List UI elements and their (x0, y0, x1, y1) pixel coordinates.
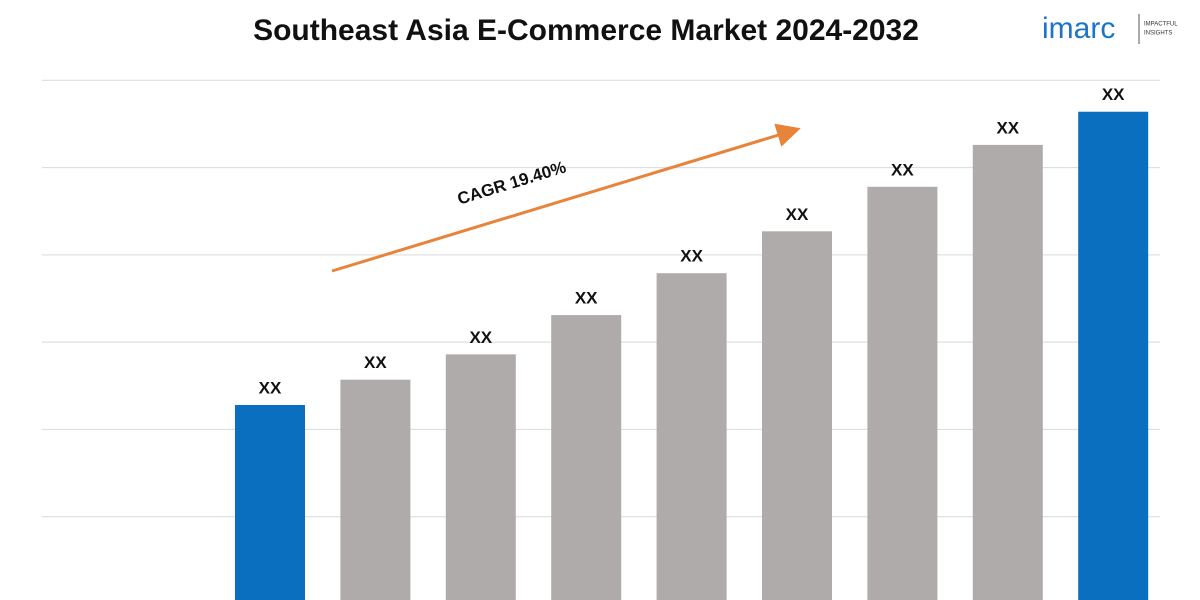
bar (867, 186, 938, 600)
cagr-arrow (331, 123, 801, 273)
data-label: XX (996, 118, 1019, 137)
data-label: XX (364, 353, 387, 372)
logo-tagline: IMPACTFUL (1144, 22, 1178, 28)
chart-title: Southeast Asia E-Commerce Market 2024-20… (253, 14, 919, 47)
bar (656, 273, 727, 600)
data-label: XX (469, 328, 492, 347)
bar (235, 404, 305, 600)
cagr-label: CAGR 19.40% (455, 158, 568, 209)
data-label: XX (680, 247, 703, 266)
logo-name: imarc (1042, 12, 1115, 45)
logo-tagline: INSIGHTS (1144, 31, 1172, 37)
data-label: XX (259, 378, 282, 397)
bar (445, 354, 516, 600)
data-label: XX (1102, 85, 1125, 104)
bar (551, 315, 622, 600)
data-label: XX (575, 289, 598, 308)
data-label: XX (786, 205, 809, 224)
bar (340, 379, 411, 600)
data-label: XX (891, 160, 914, 179)
logo: imarc IMPACTFUL INSIGHTS (1042, 12, 1178, 45)
bar (1078, 111, 1149, 600)
bar (972, 144, 1043, 600)
bar (762, 231, 832, 600)
